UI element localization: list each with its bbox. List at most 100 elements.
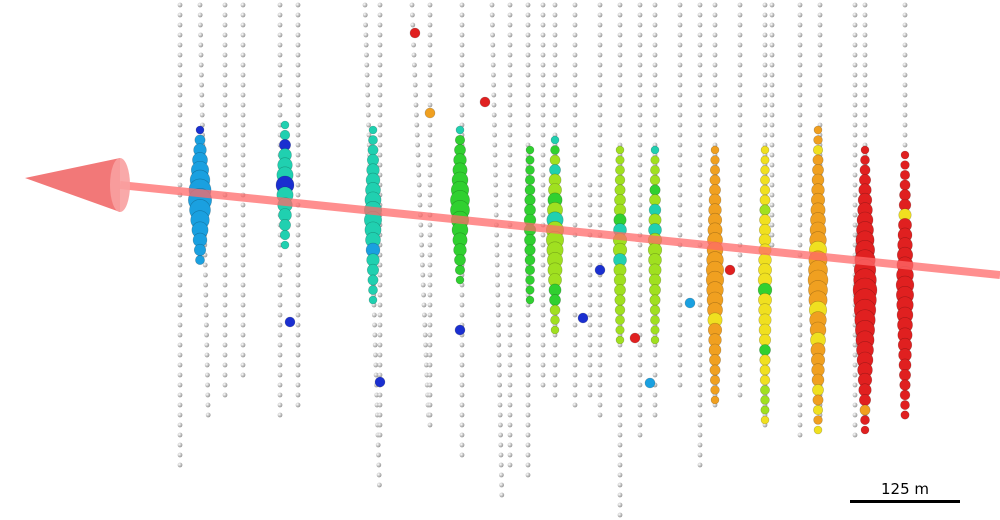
dom [204,332,210,338]
dom [494,262,500,268]
dom [572,282,578,288]
dom [677,132,683,138]
dom [540,82,546,88]
dom [540,242,546,248]
dom [762,92,768,98]
dom [572,312,578,318]
hit-dom [759,344,771,356]
hit-dom [550,315,560,325]
dom [240,302,246,308]
dom [295,322,301,328]
dom [427,302,433,308]
dom [597,332,603,338]
hit-dom [629,332,641,344]
dom [295,212,301,218]
dom [222,82,228,88]
dom [459,412,465,418]
dom [177,422,183,428]
dom [420,262,425,268]
dom [862,132,868,138]
hit-dom [524,264,536,276]
dom [817,62,823,68]
dom [295,132,301,138]
dom [540,112,546,118]
dom [177,232,183,238]
dom [677,272,683,278]
hit-dom [760,145,770,155]
dom [222,362,228,368]
hit-dom [759,374,771,386]
dom [617,432,623,438]
dom [617,372,623,378]
dom [365,112,371,118]
dom [366,122,371,128]
dom [677,52,683,58]
hit-dom [367,274,379,286]
dom [497,372,502,378]
dom [637,242,643,248]
dom [572,22,578,28]
dom [377,162,383,168]
hit-dom [615,315,625,325]
dom [277,332,283,338]
dom [199,112,205,118]
dom [737,142,743,148]
dom [416,162,421,168]
dom [295,242,301,248]
dom [797,312,803,318]
dom [498,442,504,448]
dom [525,452,531,458]
dom [177,2,183,8]
hit-dom [812,394,824,406]
dom [597,72,603,78]
dom [498,462,504,468]
dom [427,62,433,68]
dom [377,392,383,398]
dom [852,112,858,118]
dom [697,52,703,58]
dom [496,332,501,338]
dom [495,292,501,298]
dom [797,162,803,168]
dom [797,432,803,438]
dom [495,282,500,288]
hit-dom [760,385,770,395]
dom [572,222,578,228]
dom [240,12,246,18]
dom [552,382,558,388]
dom [637,12,643,18]
dom [587,262,593,268]
dom [597,392,603,398]
dom [769,82,775,88]
hit-dom [710,395,720,405]
dom [423,342,428,348]
hit-dom [709,374,721,386]
dom [199,82,205,88]
dom [177,62,183,68]
dom [459,382,465,388]
dom [552,22,558,28]
dom [587,302,593,308]
dom [862,72,868,78]
hit-doms [187,27,915,435]
dom [637,432,643,438]
dom [377,12,383,18]
dom [540,192,546,198]
hit-dom [760,405,770,415]
dom [737,12,743,18]
dom [203,292,209,298]
dom [852,422,858,428]
dom [797,182,803,188]
dom [587,202,593,208]
dom [852,22,858,28]
dom [496,352,502,358]
dom [295,302,301,308]
hit-dom [858,393,872,407]
dom [697,412,703,418]
dom [797,392,803,398]
dom [769,162,775,168]
dom [797,192,803,198]
dom [852,162,858,168]
dom [295,382,301,388]
dom [652,2,658,8]
